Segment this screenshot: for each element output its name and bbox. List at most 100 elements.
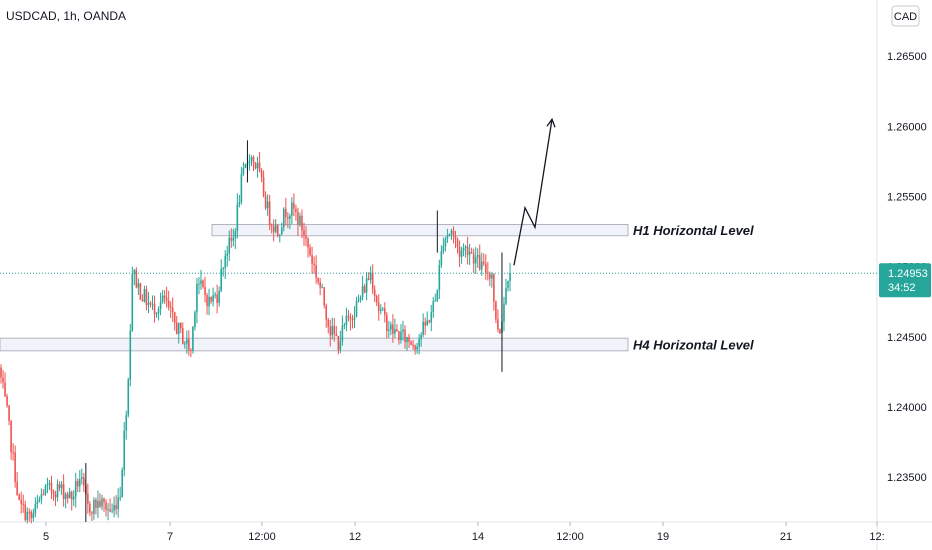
candle-body	[38, 499, 41, 502]
x-tick-label: 12:00	[248, 531, 276, 543]
y-tick-label: 1.24500	[887, 332, 927, 344]
candle-body	[476, 254, 479, 258]
candle-body	[24, 504, 27, 520]
candle-body	[163, 295, 166, 298]
candle-body	[115, 505, 117, 510]
candle-body	[278, 234, 281, 237]
candle-body	[468, 251, 471, 255]
candle-body	[234, 231, 237, 238]
candle-body	[264, 196, 267, 209]
candle-body	[507, 281, 509, 288]
candle-body	[430, 312, 433, 323]
candle-body	[454, 235, 457, 239]
candle-body	[60, 484, 63, 489]
candle-body	[418, 338, 420, 347]
candle-body	[40, 494, 43, 500]
candle-body	[303, 230, 305, 236]
candle-body	[478, 254, 481, 270]
candle-body	[416, 346, 418, 350]
candle-body	[464, 246, 467, 248]
candle-body	[6, 396, 8, 406]
x-tick-label: 12:00	[556, 531, 584, 543]
currency-button-label: CAD	[894, 11, 917, 23]
candle-body	[487, 272, 489, 274]
candle-body	[50, 482, 53, 492]
candle-body	[133, 270, 136, 274]
candle-body	[446, 236, 449, 239]
candle-body	[365, 278, 368, 293]
candle-body	[343, 324, 346, 326]
candle-body	[349, 317, 352, 320]
candle-body	[448, 233, 451, 237]
candle-body	[139, 283, 142, 300]
candle-body	[438, 265, 441, 290]
candle-body	[157, 309, 160, 314]
candle-body	[198, 283, 200, 285]
candle-body	[426, 320, 429, 326]
candle-body	[280, 227, 283, 235]
candle-body	[248, 160, 251, 164]
candle-body	[341, 325, 344, 342]
candle-body	[121, 469, 123, 497]
candle-body	[252, 157, 255, 164]
candle-body	[165, 297, 168, 301]
candle-body	[420, 334, 422, 339]
last-price-badge: 1.24953 34:52	[879, 263, 931, 298]
candle-body	[289, 215, 291, 219]
candle-body	[218, 290, 220, 303]
candle-body	[200, 280, 202, 284]
candle-body	[309, 247, 311, 256]
y-tick-label: 1.25500	[887, 191, 927, 203]
candle-body	[54, 493, 57, 498]
currency-button[interactable]: CAD	[891, 5, 920, 27]
candle-body	[109, 509, 111, 512]
candle-body	[8, 405, 10, 421]
level-zone	[0, 337, 629, 352]
candle-body	[10, 420, 12, 453]
candle-body	[327, 319, 330, 327]
candle-body	[161, 295, 164, 303]
candle-body	[462, 247, 465, 251]
candle-body	[113, 505, 115, 511]
last-price-badge-bg	[879, 263, 931, 298]
candle-body	[26, 511, 29, 520]
candle-body	[480, 261, 483, 270]
candle-body	[46, 484, 49, 487]
candle-body	[367, 278, 370, 280]
candle-body	[369, 272, 372, 280]
candle-body	[230, 237, 233, 241]
candle-body	[175, 322, 178, 334]
candle-body	[489, 273, 491, 279]
candle-body	[242, 167, 245, 175]
candle-body	[485, 263, 487, 273]
candle-body	[414, 345, 416, 350]
candle-body	[125, 415, 128, 431]
candle-body	[460, 250, 463, 257]
candle-body	[323, 287, 325, 306]
candle-body	[339, 341, 342, 350]
candle-body	[497, 319, 499, 330]
candle-body	[274, 225, 277, 232]
candle-body	[224, 255, 227, 269]
candle-body	[373, 289, 376, 297]
candle-body	[93, 499, 95, 514]
candle-body	[216, 294, 218, 303]
candle-body	[285, 208, 287, 218]
candle-body	[143, 289, 146, 302]
candle-body	[363, 286, 366, 293]
candle-body	[428, 320, 431, 323]
candle-body	[331, 325, 334, 336]
candle-body	[87, 493, 89, 504]
candle-body	[173, 312, 176, 323]
candle-body	[22, 503, 25, 505]
candle-body	[311, 255, 313, 264]
candle-body	[56, 484, 59, 498]
candle-body	[472, 253, 475, 264]
level-zone	[211, 224, 629, 237]
candle-body	[151, 303, 154, 305]
candle-body	[145, 289, 148, 306]
candle-body	[335, 334, 338, 337]
candle-body	[137, 283, 140, 288]
candle-body	[228, 237, 231, 254]
